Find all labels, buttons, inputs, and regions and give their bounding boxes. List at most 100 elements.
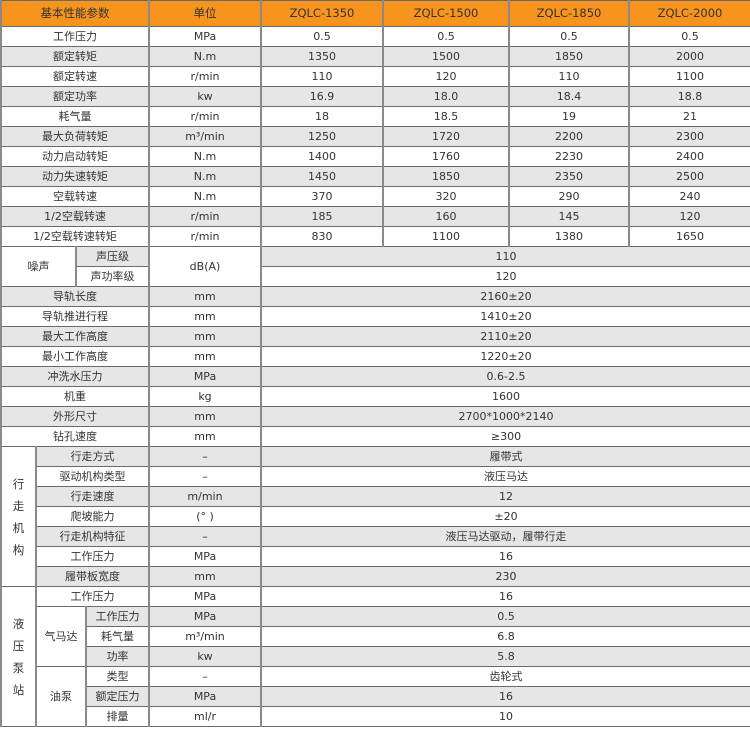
param-label: 工作压力 — [0, 26, 150, 47]
value-cell: 0.5 — [628, 26, 750, 47]
group-label: 行走机构 — [0, 446, 37, 587]
unit-cell: – — [148, 526, 262, 547]
param-label: 导轨长度 — [0, 286, 150, 307]
value-cell: 1500 — [382, 46, 510, 67]
unit-cell: m³/min — [148, 626, 262, 647]
unit-cell: MPa — [148, 606, 262, 627]
value-cell: 185 — [260, 206, 384, 227]
unit-cell: – — [148, 666, 262, 687]
header-model: ZQLC-1500 — [382, 0, 510, 27]
unit-cell: MPa — [148, 546, 262, 567]
value-cell: 18.8 — [628, 86, 750, 107]
value-cell: 290 — [508, 186, 630, 207]
value-cell: 320 — [382, 186, 510, 207]
table-row: 额定压力 MPa 16 — [1, 686, 750, 707]
param-label: 排量 — [85, 706, 150, 727]
table-row: 履带板宽度 mm 230 — [1, 566, 750, 587]
param-label: 驱动机构类型 — [35, 466, 150, 487]
value-cell: 1100 — [382, 226, 510, 247]
unit-cell: ml/r — [148, 706, 262, 727]
param-label: 1/2空载转速 — [0, 206, 150, 227]
param-label: 外形尺寸 — [0, 406, 150, 427]
table-row: 最大工作高度 mm 2110±20 — [0, 326, 750, 347]
table-row: 额定转速 r/min 110 120 110 1100 — [0, 66, 750, 87]
value-cell: 230 — [260, 566, 750, 587]
param-label: 空载转速 — [0, 186, 150, 207]
value-cell: 1250 — [260, 126, 384, 147]
unit-cell: N.m — [148, 186, 262, 207]
value-cell: 240 — [628, 186, 750, 207]
table-row: 爬坡能力 (° ) ±20 — [1, 506, 750, 527]
header-model: ZQLC-1350 — [260, 0, 384, 27]
table-row: 排量 ml/r 10 — [1, 706, 750, 727]
param-label: 耗气量 — [0, 106, 150, 127]
value-cell: 16.9 — [260, 86, 384, 107]
param-label: 最大工作高度 — [0, 326, 150, 347]
value-cell: 0.5 — [260, 606, 750, 627]
param-label: 行走速度 — [35, 486, 150, 507]
param-label: 工作压力 — [35, 546, 150, 567]
param-label: 履带板宽度 — [35, 566, 150, 587]
param-label: 动力启动转矩 — [0, 146, 150, 167]
value-cell: 18.0 — [382, 86, 510, 107]
value-cell: 1720 — [382, 126, 510, 147]
value-cell: 1350 — [260, 46, 384, 67]
param-label: 钻孔速度 — [0, 426, 150, 447]
value-cell: 齿轮式 — [260, 666, 750, 687]
value-cell: 16 — [260, 686, 750, 707]
header-param: 基本性能参数 — [0, 0, 150, 27]
unit-cell: kw — [148, 86, 262, 107]
unit-cell: kw — [148, 646, 262, 667]
table-row: 1/2空载转速 r/min 185 160 145 120 — [0, 206, 750, 227]
value-cell: ≥300 — [260, 426, 750, 447]
value-cell: 1650 — [628, 226, 750, 247]
value-cell: 液压马达驱动，履带行走 — [260, 526, 750, 547]
value-cell: 110 — [260, 66, 384, 87]
header-unit: 单位 — [148, 0, 262, 27]
value-cell: 2230 — [508, 146, 630, 167]
value-cell: 110 — [260, 246, 750, 267]
unit-cell: mm — [148, 406, 262, 427]
value-cell: 2400 — [628, 146, 750, 167]
header-row: 基本性能参数 单位 ZQLC-1350 ZQLC-1500 ZQLC-1850 … — [0, 0, 750, 27]
value-cell: 0.5 — [260, 26, 384, 47]
value-cell: 1450 — [260, 166, 384, 187]
value-cell: 1100 — [628, 66, 750, 87]
unit-cell: (° ) — [148, 506, 262, 527]
unit-cell: r/min — [148, 206, 262, 227]
table-row: 空载转速 N.m 370 320 290 240 — [0, 186, 750, 207]
table-row: 工作压力 MPa 0.5 0.5 0.5 0.5 — [0, 26, 750, 47]
param-label: 功率 — [85, 646, 150, 667]
spec-table: 基本性能参数 单位 ZQLC-1350 ZQLC-1500 ZQLC-1850 … — [0, 0, 750, 727]
table-row: 动力启动转矩 N.m 1400 1760 2230 2400 — [0, 146, 750, 167]
value-cell: 1850 — [382, 166, 510, 187]
value-cell: 16 — [260, 546, 750, 567]
table-row: 气马达 工作压力 MPa 0.5 — [1, 606, 750, 667]
param-label: 机重 — [0, 386, 150, 407]
value-cell: 履带式 — [260, 446, 750, 467]
value-cell: 1380 — [508, 226, 630, 247]
param-label: 类型 — [85, 666, 150, 687]
unit-cell: mm — [148, 326, 262, 347]
unit-cell: – — [148, 466, 262, 487]
value-cell: 18.5 — [382, 106, 510, 127]
value-cell: 1220±20 — [260, 346, 750, 367]
table-row: 耗气量 m³/min 6.8 — [1, 626, 750, 647]
value-cell: 1400 — [260, 146, 384, 167]
value-cell: 2300 — [628, 126, 750, 147]
table-row: 外形尺寸 mm 2700*1000*2140 — [0, 406, 750, 427]
group-label: 液压泵站 — [0, 586, 37, 727]
table-row: 液压泵站 工作压力 MPa 16 — [0, 586, 750, 727]
value-cell: ±20 — [260, 506, 750, 527]
value-cell: 2700*1000*2140 — [260, 406, 750, 427]
value-cell: 110 — [508, 66, 630, 87]
value-cell: 6.8 — [260, 626, 750, 647]
unit-cell: m/min — [148, 486, 262, 507]
value-cell: 16 — [260, 586, 750, 607]
table-row: 钻孔速度 mm ≥300 — [0, 426, 750, 447]
table-row: 动力失速转矩 N.m 1450 1850 2350 2500 — [0, 166, 750, 187]
value-cell: 2000 — [628, 46, 750, 67]
param-label: 冲洗水压力 — [0, 366, 150, 387]
value-cell: 830 — [260, 226, 384, 247]
table-row: 行走速度 m/min 12 — [1, 486, 750, 507]
